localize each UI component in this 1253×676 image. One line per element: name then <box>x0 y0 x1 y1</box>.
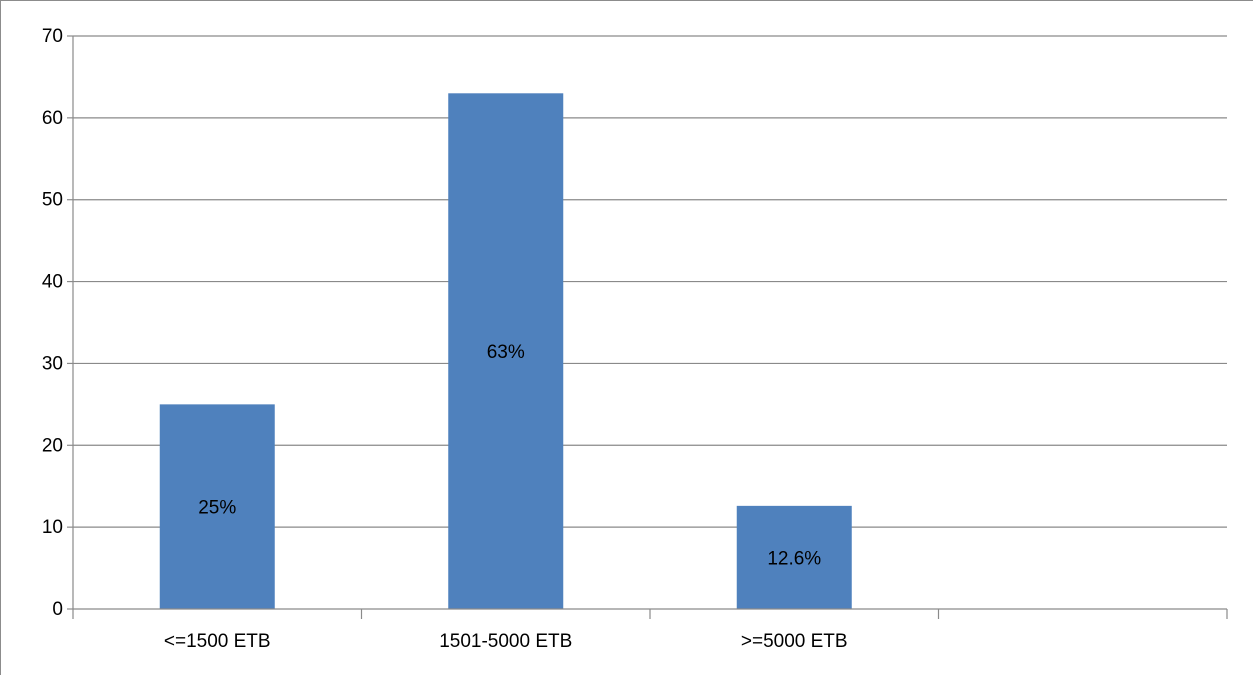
x-category-label: <=1500 ETB <box>164 631 271 652</box>
bar <box>159 404 275 609</box>
data-label: 12.6% <box>767 548 821 569</box>
y-tick-label: 20 <box>42 435 63 456</box>
labels: 0 10 20 30 40 50 60 70 25% <=1500 ETB 63% 1501-5000… <box>42 26 848 652</box>
y-tick-label: 40 <box>42 272 63 293</box>
x-category-label: >=5000 ETB <box>741 631 848 652</box>
data-label: 25% <box>198 498 236 519</box>
y-tick-label: 60 <box>42 108 63 129</box>
y-tick-label: 50 <box>42 190 63 211</box>
y-tick-label: 70 <box>42 26 63 47</box>
y-tick-label: 10 <box>42 517 63 538</box>
data-label: 63% <box>487 342 525 363</box>
bar <box>448 93 564 610</box>
axes <box>67 35 1228 619</box>
y-tick-label: 0 <box>52 599 63 620</box>
y-tick-label: 30 <box>42 353 63 374</box>
bar <box>736 505 852 609</box>
bars <box>159 93 852 610</box>
x-category-label: 1501-5000 ETB <box>439 631 572 652</box>
